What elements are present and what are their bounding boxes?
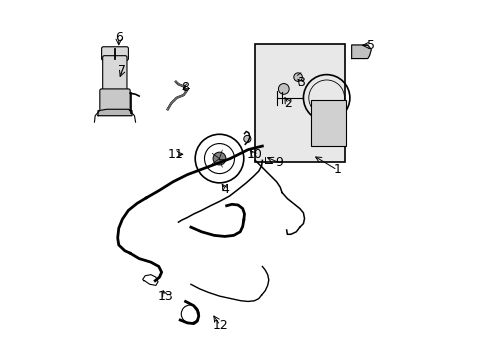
Text: 2: 2	[284, 98, 292, 111]
FancyBboxPatch shape	[310, 100, 346, 146]
Polygon shape	[98, 109, 132, 116]
Text: 12: 12	[212, 319, 227, 332]
Text: 7: 7	[118, 64, 126, 77]
Text: 6: 6	[115, 31, 122, 44]
FancyBboxPatch shape	[100, 89, 130, 114]
Polygon shape	[351, 45, 370, 59]
Circle shape	[244, 135, 250, 143]
Text: 8: 8	[181, 81, 189, 94]
Circle shape	[353, 50, 358, 56]
FancyBboxPatch shape	[255, 44, 344, 162]
Text: 1: 1	[333, 163, 341, 176]
Text: 13: 13	[157, 289, 173, 303]
Text: 3: 3	[296, 76, 304, 89]
FancyBboxPatch shape	[102, 47, 128, 60]
Text: 11: 11	[168, 148, 183, 161]
Circle shape	[278, 84, 288, 94]
Text: 4: 4	[221, 183, 229, 196]
Circle shape	[293, 73, 302, 81]
Circle shape	[213, 152, 225, 165]
Circle shape	[361, 48, 366, 54]
Text: 9: 9	[275, 156, 283, 169]
Text: 5: 5	[366, 39, 374, 52]
Text: 10: 10	[245, 148, 262, 162]
FancyBboxPatch shape	[102, 56, 127, 93]
